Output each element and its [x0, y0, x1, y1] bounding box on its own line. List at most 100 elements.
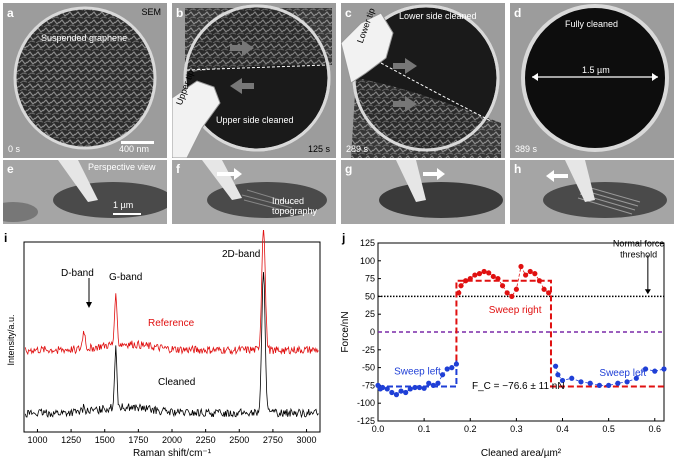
data-point [463, 278, 469, 284]
y-tick-label: 75 [365, 274, 375, 284]
panel-letter: h [514, 162, 522, 176]
series-label: Sweep left [394, 367, 441, 378]
data-point [426, 380, 432, 386]
data-point [476, 271, 483, 277]
panel-letter: c [345, 6, 352, 20]
data-point [435, 380, 441, 386]
panel-e-image [3, 160, 167, 222]
data-point [421, 385, 427, 391]
y-tick-label: -75 [362, 380, 375, 390]
y-tick-label: 100 [360, 256, 375, 266]
y-tick-label: -25 [362, 345, 375, 355]
data-point [555, 372, 561, 378]
raman-plot: 1000 1250 1500 1750 2000 2250 2500 2750 3000 D-b… [6, 230, 321, 459]
x-tick-label: 0.2 [464, 424, 477, 434]
data-point [552, 363, 559, 369]
x-tick-label: 0.0 [372, 424, 385, 434]
panel-label: Perspective view [88, 162, 156, 172]
data-point [403, 389, 409, 396]
data-point [523, 272, 529, 278]
data-point [384, 386, 390, 392]
x-tick-label: 0.6 [649, 424, 662, 434]
panel-a: a SEM Suspended graphene 0 s 400 nm [3, 3, 167, 158]
data-point [541, 286, 547, 292]
y-tick-label: 0 [370, 327, 375, 337]
data-point [467, 276, 473, 282]
timestamp: 289 s [346, 144, 369, 154]
data-point [416, 384, 423, 391]
threshold-arrowhead [644, 289, 651, 295]
reference-spectrum [24, 230, 319, 356]
data-point [661, 366, 667, 372]
y-tick-label: 50 [365, 291, 375, 301]
data-point [606, 382, 612, 388]
data-point [495, 276, 501, 282]
d-band-label: D-band [61, 268, 94, 279]
timestamp: 0 s [8, 144, 21, 154]
panel-b: b Upper tip Upper side cleaned 125 s [172, 3, 336, 158]
y-tick-label: -100 [357, 398, 375, 408]
data-point [652, 368, 658, 374]
data-point [393, 392, 400, 398]
2d-band-label: 2D-band [222, 249, 260, 260]
fit-line [455, 279, 664, 388]
data-point [456, 290, 462, 296]
data-point [490, 273, 496, 280]
data-point [449, 365, 455, 371]
x-tick-label: 0.3 [510, 424, 523, 434]
panel-label: Suspended graphene [41, 33, 128, 43]
panel-f: f Induced topography [172, 160, 336, 224]
data-point [499, 283, 506, 289]
x-tick-label: 1250 [61, 435, 81, 445]
data-point [513, 286, 519, 292]
data-point [596, 382, 603, 388]
panel-label: Lower side cleaned [399, 11, 477, 21]
reference-label: Reference [148, 318, 195, 329]
panel-a-image [13, 6, 157, 150]
y-axis-label: Intensity/a.u. [6, 314, 16, 365]
panel-f-image [202, 160, 327, 218]
data-point [380, 384, 386, 391]
data-point [453, 361, 460, 367]
data-point [430, 382, 436, 388]
data-point [624, 379, 630, 385]
data-point [412, 384, 418, 391]
panel-e: e Perspective view 1 µm [3, 160, 167, 224]
panel-h: h [510, 160, 674, 224]
x-tick-label: 2000 [162, 435, 182, 445]
x-tick-label: 1000 [27, 435, 47, 445]
panel-label: Fully cleaned [565, 19, 619, 29]
data-point [559, 377, 566, 384]
x-tick-label: 1500 [95, 435, 115, 445]
data-point [546, 290, 552, 296]
cleaned-spectrum [24, 271, 319, 419]
x-tick-label: 2500 [229, 435, 249, 445]
x-tick-label: 2250 [196, 435, 216, 445]
panel-d-image [521, 4, 669, 152]
panel-letter: i [4, 231, 8, 245]
panel-letter: a [7, 6, 14, 20]
data-point [389, 389, 395, 396]
data-point [569, 375, 575, 381]
panel-c-image [341, 4, 501, 158]
series-label: Sweep left [599, 368, 646, 379]
panel-letter: e [7, 162, 14, 176]
data-point [536, 278, 543, 284]
panel-letter: g [345, 162, 353, 176]
x-tick-label: 0.5 [602, 424, 615, 434]
panel-letter: j [342, 231, 346, 245]
x-tick-label: 2750 [263, 435, 283, 445]
fit-line [378, 360, 458, 388]
data-point [504, 290, 510, 296]
x-tick-label: 0.1 [418, 424, 431, 434]
panel-letter: b [176, 6, 184, 20]
y-tick-label: -50 [362, 363, 375, 373]
fc-label: F_C = −76.6 ± 11 nN [472, 381, 565, 392]
data-point [587, 380, 593, 386]
data-point [472, 272, 478, 278]
timestamp: 125 s [307, 144, 330, 154]
x-axis-label: Cleaned area/µm² [481, 448, 562, 459]
panel-g-image [379, 160, 503, 218]
x-tick-label: 0.4 [556, 424, 569, 434]
panel-g: g [341, 160, 505, 224]
